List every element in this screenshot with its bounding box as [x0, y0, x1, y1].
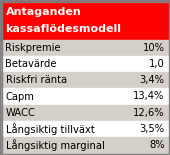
Text: Capm: Capm: [5, 91, 34, 102]
Bar: [2, 40, 168, 56]
Text: 3,4%: 3,4%: [140, 75, 165, 85]
Bar: [2, 88, 168, 105]
Text: Riskpremie: Riskpremie: [5, 43, 61, 53]
Text: 12,6%: 12,6%: [133, 108, 165, 118]
Bar: [2, 2, 168, 40]
Bar: [2, 105, 168, 121]
Bar: [2, 121, 168, 137]
Text: kassaflödesmodell: kassaflödesmodell: [5, 24, 122, 34]
Text: Riskfri ränta: Riskfri ränta: [5, 75, 67, 85]
Text: 1,0: 1,0: [149, 59, 165, 69]
Text: 10%: 10%: [142, 43, 165, 53]
Text: 8%: 8%: [149, 140, 165, 150]
Text: Långsiktig tillväxt: Långsiktig tillväxt: [5, 123, 94, 135]
Text: 3,5%: 3,5%: [139, 124, 165, 134]
Bar: [2, 137, 168, 153]
Text: WACC: WACC: [5, 108, 35, 118]
Bar: [2, 72, 168, 88]
Text: Antaganden: Antaganden: [5, 7, 81, 17]
Bar: [2, 56, 168, 72]
Text: 13,4%: 13,4%: [133, 91, 165, 102]
Text: Betavärde: Betavärde: [5, 59, 57, 69]
Text: Långsiktig marginal: Långsiktig marginal: [5, 139, 104, 151]
